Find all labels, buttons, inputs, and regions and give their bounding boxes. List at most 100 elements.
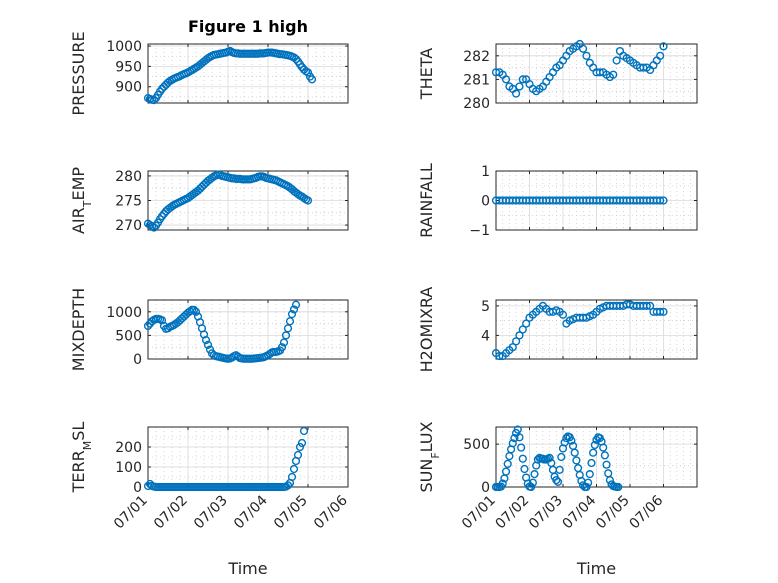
data-point [283,481,293,490]
data-point [567,436,576,445]
data-point [605,476,615,485]
data-point [511,89,521,98]
data-series [491,300,668,361]
data-point [285,317,295,326]
data-series [143,300,301,363]
data-point [656,307,665,316]
data-series [143,170,313,232]
data-point [289,464,299,474]
y-tick-label: 1000 [106,39,142,55]
data-point [287,472,297,482]
data-point [293,450,303,460]
subplot-rainfall: −1 0 1 RAINFALL [417,163,698,239]
data-point [498,479,507,488]
data-point [147,221,157,231]
subplot-terr_msl: 0 100 200 07/01 07/02 07/03 07/04 07/05 07/06 TER… [69,422,351,578]
data-point [511,337,521,346]
data-point [659,307,668,316]
x-tick-label: 07/02 [151,493,191,533]
data-point [545,453,554,462]
x-tick-label: 07/04 [231,492,271,532]
data-point [143,321,153,331]
data-point [203,340,213,349]
y-tick-label: 500 [115,328,142,344]
subplot-pressure: 900 950 1000 PRESSURE Figure 1 high [69,17,349,116]
data-point [495,351,504,361]
data-point [149,223,159,232]
x-tick-label: 07/01 [459,493,499,533]
data-point [585,470,594,479]
data-point [149,96,159,105]
y-tick-label: 500 [463,437,490,453]
x-tick-label: 07/06 [311,492,351,532]
data-point [656,51,665,60]
data-series [143,46,317,105]
data-point [518,454,527,463]
subplot-h2omixra: 4 5 H2OMIXRA [417,287,698,373]
data-point [530,470,539,479]
y-axis-label: H2OMIXRA [417,287,436,373]
data-point [600,451,609,460]
data-point [609,70,618,79]
data-point [527,482,536,492]
x-tick-label: 07/05 [593,493,633,533]
data-point [293,190,303,199]
y-axis-label: SUNFLUX [417,421,442,492]
data-point [508,343,517,352]
y-tick-label: 5 [481,299,490,315]
y-tick-label: −1 [469,223,490,239]
data-point [578,44,588,53]
data-point [659,42,668,51]
y-tick-label: 0 [481,480,490,496]
y-tick-label: 281 [463,72,490,88]
data-series [491,39,668,98]
data-point [518,325,527,334]
y-axis-label: AIRTEMP [69,167,94,234]
x-axis-label: Time [576,559,616,578]
data-point [163,324,173,333]
data-point [201,336,211,345]
data-point [307,75,317,84]
y-tick-label: 282 [463,49,490,65]
data-point [291,300,301,309]
data-series [491,196,668,205]
data-point [503,459,512,468]
data-point [501,75,511,84]
data-point [283,324,293,333]
x-tick-label: 07/03 [191,493,231,533]
data-point [291,54,301,64]
y-tick-label: 900 [115,80,142,96]
data-point [528,478,537,487]
data-point [501,467,511,476]
data-point [645,301,655,311]
data-point [299,193,309,203]
data-point [612,56,621,65]
data-point [143,481,153,491]
plot-area [148,300,348,359]
data-point [515,433,524,442]
data-point [589,448,598,457]
data-point [189,305,199,315]
data-point [513,425,522,434]
x-tick-label: 07/04 [559,492,599,532]
data-series [491,425,623,492]
x-tick-label: 07/01 [111,493,151,533]
data-point [518,75,527,84]
data-point [659,196,668,205]
data-point [143,219,153,228]
data-point [185,307,195,316]
data-point [289,305,299,314]
y-tick-label: 1000 [106,305,142,321]
data-point [555,465,564,474]
data-point [508,439,517,448]
y-axis-label: MIXDEPTH [69,288,88,371]
x-axis-label: Time [227,559,267,578]
y-axis-label: PRESSURE [69,31,88,115]
data-point [303,196,313,205]
data-point [572,456,581,465]
subplot-theta: 280 281 282 THETA [417,39,698,112]
data-point [517,443,526,452]
x-tick-label: 07/05 [271,493,311,533]
y-tick-label: 280 [463,96,490,112]
